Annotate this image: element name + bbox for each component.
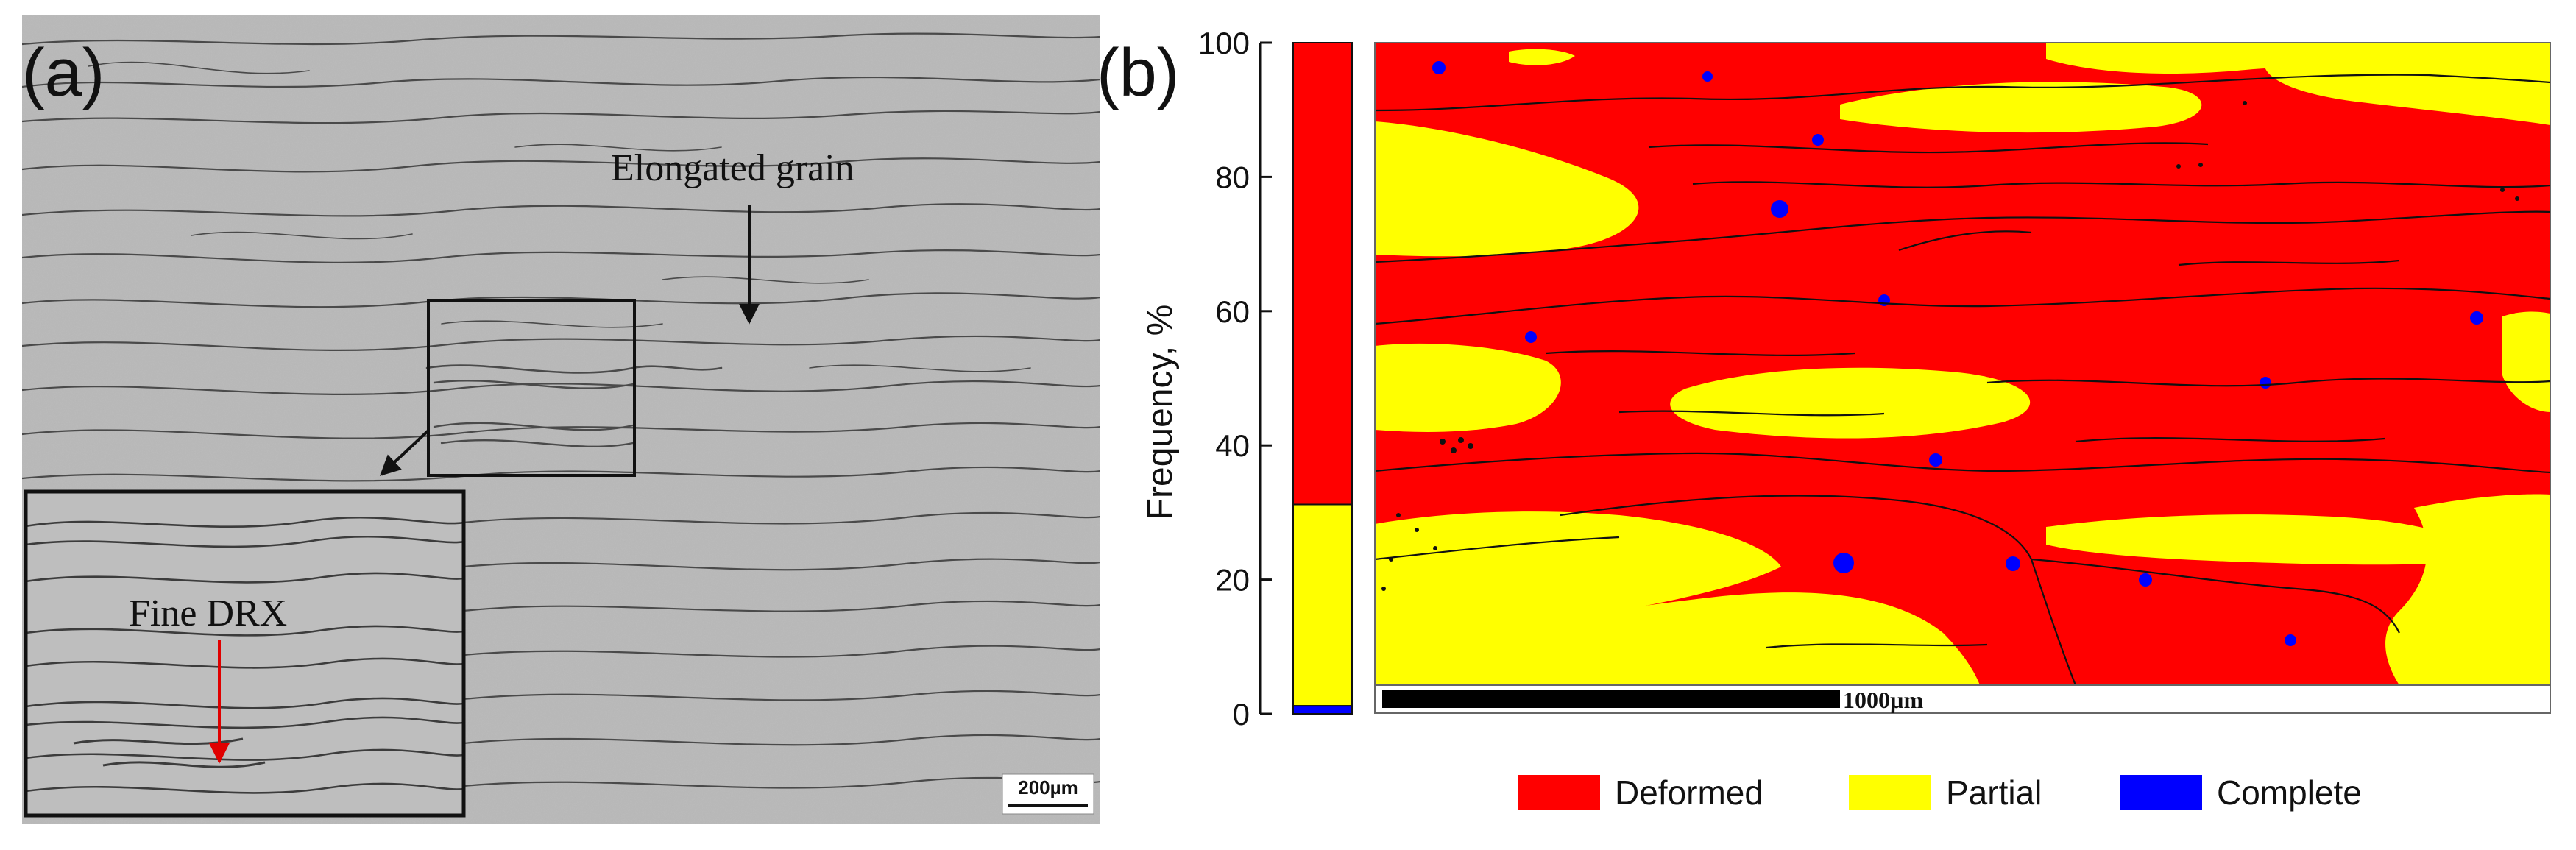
- complete-grain: [2470, 311, 2483, 325]
- complete-grain: [1929, 453, 1942, 467]
- complete-grain: [1812, 134, 1824, 146]
- complete-grain: [1525, 331, 1537, 343]
- partial-region: [1375, 343, 1561, 432]
- unindexed-point: [1415, 528, 1419, 532]
- scale-bar-b: 1000µm: [1374, 684, 2551, 714]
- partial-region: [1375, 121, 1639, 257]
- complete-grain: [1702, 71, 1713, 82]
- frequency-chart: Frequency, % 0 20 40 60 80 100: [1141, 26, 1353, 732]
- scale-bar-b-line: [1382, 690, 1840, 708]
- inset-border: [24, 489, 466, 818]
- inset-grain-boundaries: [26, 516, 464, 794]
- fine-drx-label: Fine DRX: [129, 592, 287, 634]
- stacked-bar: [1292, 42, 1353, 715]
- complete-regions: [1432, 61, 2483, 646]
- zoom-region-box: [427, 299, 636, 477]
- legend-swatch-deformed: [1518, 775, 1600, 810]
- y-tick-label: 0: [1233, 697, 1250, 732]
- unindexed-point: [1458, 437, 1464, 443]
- partial-regions: [1375, 43, 2550, 685]
- unindexed-point: [1451, 447, 1457, 453]
- complete-grain: [2006, 556, 2020, 571]
- partial-region: [1670, 367, 2031, 439]
- legend-label-complete: Complete: [2217, 773, 2362, 812]
- legend-swatch-partial: [1849, 775, 1931, 810]
- panel-a: Elongated grain Fine DRX: [22, 15, 1100, 824]
- scale-bar-a-label: 200µm: [1018, 776, 1078, 798]
- chart-legend: Deformed Partial Complete: [1518, 773, 2362, 812]
- complete-grain: [2285, 634, 2296, 646]
- y-tick-label: 60: [1215, 294, 1250, 329]
- legend-label-deformed: Deformed: [1615, 773, 1763, 812]
- inset-background: [26, 492, 464, 815]
- unindexed-point: [2198, 163, 2203, 167]
- scale-bar-a-line: [1008, 804, 1088, 807]
- scale-bar-b-label: 1000µm: [1843, 687, 1923, 713]
- y-tick-label: 100: [1198, 26, 1250, 60]
- legend-swatch-complete: [2120, 775, 2202, 810]
- zoom-pointer-arrow: [379, 429, 430, 476]
- y-ticks: 0 20 40 60 80 100: [1198, 26, 1272, 732]
- unindexed-point: [2500, 188, 2505, 192]
- y-axis-label: Frequency, %: [1141, 305, 1180, 520]
- bar-segment-partial: [1292, 503, 1353, 707]
- unindexed-point: [1381, 587, 1386, 591]
- ebsd-grain-boundaries: [1375, 74, 2550, 685]
- partial-region: [2264, 49, 2550, 125]
- bar-segment-complete: [1292, 705, 1353, 715]
- unindexed-point: [2243, 101, 2247, 105]
- complete-grain: [2260, 377, 2271, 389]
- partial-region: [2502, 311, 2550, 412]
- complete-grain: [1432, 61, 1446, 74]
- panel-a-label: (a): [22, 35, 105, 110]
- bar-segment-deformed: [1292, 42, 1353, 506]
- unindexed-point: [1389, 557, 1393, 562]
- partial-region: [1375, 592, 1980, 685]
- elongated-grain-label: Elongated grain: [611, 147, 854, 189]
- scale-bar-a: 200µm: [1002, 773, 1094, 815]
- y-tick-label: 40: [1215, 428, 1250, 463]
- unindexed-point: [1396, 513, 1401, 517]
- ebsd-unindexed-points: [1381, 101, 2519, 591]
- partial-region: [1375, 511, 1781, 651]
- legend-label-partial: Partial: [1946, 773, 2042, 812]
- y-tick-label: 20: [1215, 563, 1250, 598]
- unindexed-point: [2176, 164, 2181, 169]
- partial-region: [2385, 494, 2550, 685]
- unindexed-point: [1433, 546, 1437, 550]
- magnified-inset: Fine DRX: [24, 489, 466, 818]
- panel-b: (b) Frequency, % 0 20 40 60 80 100: [1097, 26, 2551, 812]
- partial-region: [1840, 82, 2202, 133]
- complete-grain: [2139, 573, 2152, 587]
- unindexed-point: [1468, 443, 1473, 449]
- ebsd-map: 1000µm: [1374, 42, 2551, 714]
- complete-grain: [1771, 200, 1788, 218]
- partial-region: [1509, 49, 1575, 65]
- y-tick-label: 80: [1215, 160, 1250, 194]
- partial-region: [2046, 514, 2488, 565]
- unindexed-point: [2515, 196, 2519, 201]
- panel-b-label: (b): [1097, 35, 1179, 110]
- complete-grain: [1833, 553, 1854, 573]
- unindexed-point: [1440, 439, 1446, 445]
